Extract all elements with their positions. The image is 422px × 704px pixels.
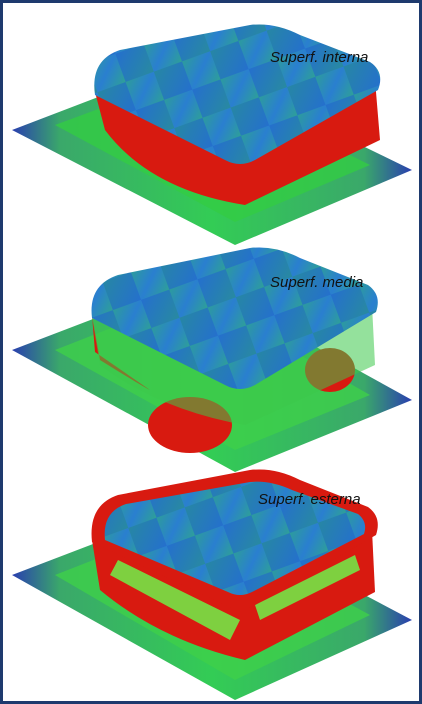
panel-label: Superf. esterna [258,491,361,508]
panel-label: Superf. media [270,274,363,291]
page: Superf. interna Superf. media Superf. es… [0,0,422,704]
panel-label: Superf. interna [270,49,368,66]
figure: Superf. interna Superf. media Superf. es… [0,0,422,704]
